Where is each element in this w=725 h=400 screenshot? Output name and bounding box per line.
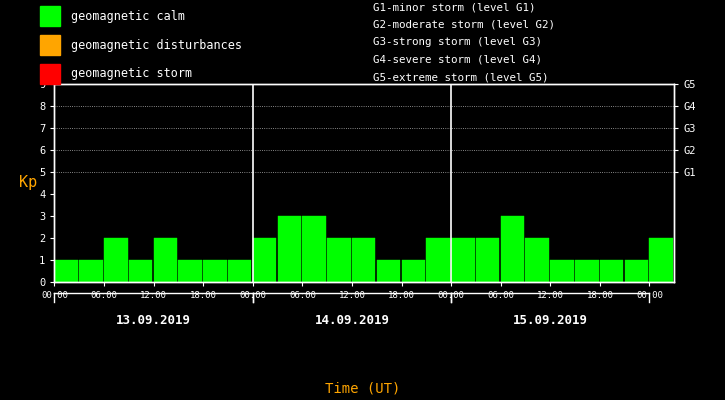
Bar — [426, 238, 450, 282]
Text: G2-moderate storm (level G2): G2-moderate storm (level G2) — [373, 20, 555, 30]
Text: geomagnetic disturbances: geomagnetic disturbances — [71, 38, 242, 52]
Bar — [550, 260, 573, 282]
Bar — [79, 260, 103, 282]
Bar — [228, 260, 252, 282]
Bar — [600, 260, 624, 282]
Text: 13.09.2019: 13.09.2019 — [116, 314, 191, 327]
Bar — [402, 260, 425, 282]
Text: G1-minor storm (level G1): G1-minor storm (level G1) — [373, 2, 536, 12]
Bar — [377, 260, 400, 282]
Bar — [40, 6, 60, 26]
Text: 15.09.2019: 15.09.2019 — [513, 314, 588, 327]
Bar — [278, 216, 301, 282]
Bar — [302, 216, 326, 282]
Bar — [203, 260, 227, 282]
Bar — [526, 238, 549, 282]
Bar — [104, 238, 128, 282]
Bar — [327, 238, 351, 282]
Text: Time (UT): Time (UT) — [325, 382, 400, 396]
Bar — [154, 238, 177, 282]
Text: G3-strong storm (level G3): G3-strong storm (level G3) — [373, 37, 542, 47]
Bar — [476, 238, 500, 282]
Text: geomagnetic calm: geomagnetic calm — [71, 10, 185, 23]
Bar — [575, 260, 599, 282]
Bar — [40, 64, 60, 84]
Text: G4-severe storm (level G4): G4-severe storm (level G4) — [373, 55, 542, 65]
Bar — [178, 260, 202, 282]
Bar — [625, 260, 648, 282]
Text: 14.09.2019: 14.09.2019 — [315, 314, 389, 327]
Bar — [501, 216, 524, 282]
Bar — [129, 260, 152, 282]
Bar — [253, 238, 276, 282]
Bar — [40, 35, 60, 55]
Bar — [54, 260, 78, 282]
Text: geomagnetic storm: geomagnetic storm — [71, 67, 192, 80]
Bar — [451, 238, 475, 282]
Y-axis label: Kp: Kp — [19, 176, 37, 190]
Text: G5-extreme storm (level G5): G5-extreme storm (level G5) — [373, 72, 549, 82]
Bar — [352, 238, 376, 282]
Bar — [650, 238, 673, 282]
